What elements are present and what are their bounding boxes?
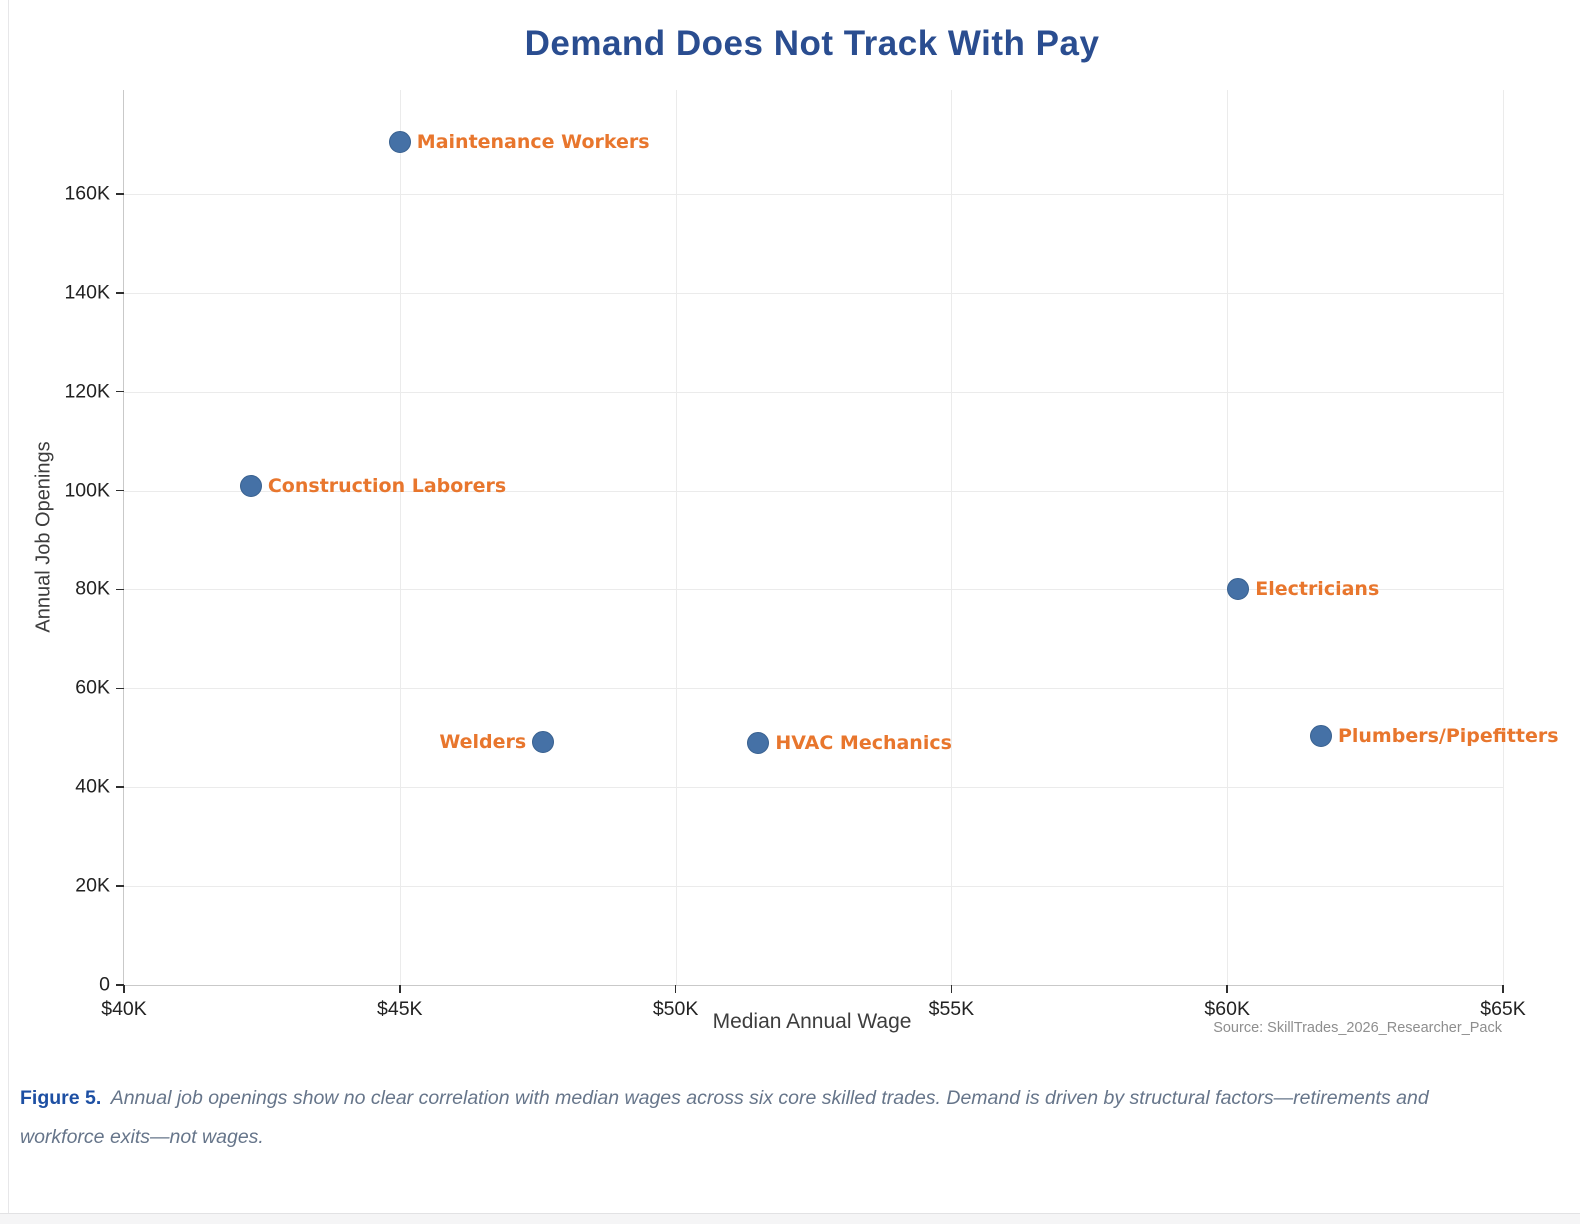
y-gridline	[124, 688, 1503, 690]
y-tick-label: 60K	[75, 676, 110, 699]
y-tick-mark	[116, 786, 124, 788]
page-bottom-strip	[0, 1213, 1580, 1224]
y-gridline	[124, 391, 1503, 393]
scatter-plot-area: $40K $45K $50K $55K $60K $65K 0 20K 40K 60K 80K 100…	[64, 90, 1559, 1020]
data-point-label-construction-laborers: Construction Laborers	[267, 474, 507, 497]
x-gridline	[951, 90, 953, 985]
y-tick-mark	[116, 489, 124, 492]
y-gridline	[124, 490, 1503, 492]
x-tick-label: $55K	[928, 998, 975, 1020]
y-gridline	[124, 589, 1503, 591]
x-tick-label: $40K	[101, 998, 147, 1020]
x-gridline	[675, 90, 677, 985]
y-tick-mark	[116, 687, 124, 690]
data-point-label-maintenance-workers: Maintenance Workers	[416, 130, 650, 153]
x-tick-mark	[1226, 985, 1228, 993]
data-point-label-plumbers-pipefitters: Plumbers/Pipefitters	[1337, 724, 1559, 747]
data-point-electricians	[1227, 578, 1250, 601]
x-tick-mark	[674, 985, 677, 993]
x-gridline	[1503, 90, 1504, 985]
x-tick-mark	[1502, 985, 1504, 993]
x-gridline	[399, 90, 401, 985]
y-tick-label: 120K	[64, 380, 110, 403]
x-axis-title: Median Annual Wage	[712, 1010, 912, 1033]
y-tick-mark	[116, 291, 124, 294]
y-axis-title: Annual Job Openings	[32, 441, 55, 633]
page-left-border	[8, 0, 9, 1224]
data-point-hvac-mechanics	[747, 732, 770, 755]
y-tick-label: 140K	[64, 281, 110, 304]
y-tick-mark	[116, 885, 124, 887]
source-note: Source: SkillTrades_2026_Researcher_Pack	[1213, 1020, 1502, 1036]
y-gridline	[124, 787, 1503, 789]
x-gridline	[1227, 90, 1229, 985]
chart-title: Demand Does Not Track With Pay	[524, 24, 1100, 63]
y-tick-label: 0	[99, 973, 110, 996]
y-gridline	[124, 886, 1503, 888]
data-point-plumbers-pipefitters	[1309, 724, 1332, 747]
figure-caption-label: Figure 5.	[20, 1087, 102, 1109]
y-gridline	[124, 292, 1503, 294]
y-tick-label: 160K	[64, 182, 110, 205]
data-point-label-hvac-mechanics: HVAC Mechanics	[775, 732, 952, 755]
y-tick-mark	[116, 588, 124, 591]
y-tick-label: 20K	[75, 874, 110, 897]
x-tick-label: $45K	[377, 998, 423, 1020]
y-tick-mark	[116, 193, 124, 195]
x-tick-mark	[950, 985, 953, 993]
x-tick-label: $60K	[1204, 998, 1250, 1020]
y-tick-mark	[116, 390, 124, 393]
y-tick-mark	[116, 984, 124, 986]
data-point-label-welders: Welders	[439, 730, 527, 753]
figure-caption: Figure 5. Annual job openings show no cl…	[20, 1079, 1455, 1157]
y-tick-label: 100K	[64, 479, 110, 502]
x-tick-mark	[123, 985, 125, 993]
data-point-construction-laborers	[239, 474, 262, 497]
y-tick-label: 80K	[75, 577, 110, 600]
data-point-welders	[532, 730, 555, 753]
x-tick-label: $50K	[652, 998, 699, 1020]
y-tick-label: 40K	[75, 775, 110, 798]
y-gridline	[124, 193, 1503, 195]
x-tick-label: $65K	[1480, 998, 1526, 1020]
figure-caption-text: Annual job openings show no clear correl…	[20, 1087, 1429, 1148]
data-point-maintenance-workers	[388, 130, 411, 153]
x-tick-mark	[399, 985, 401, 993]
data-point-label-electricians: Electricians	[1255, 578, 1380, 601]
